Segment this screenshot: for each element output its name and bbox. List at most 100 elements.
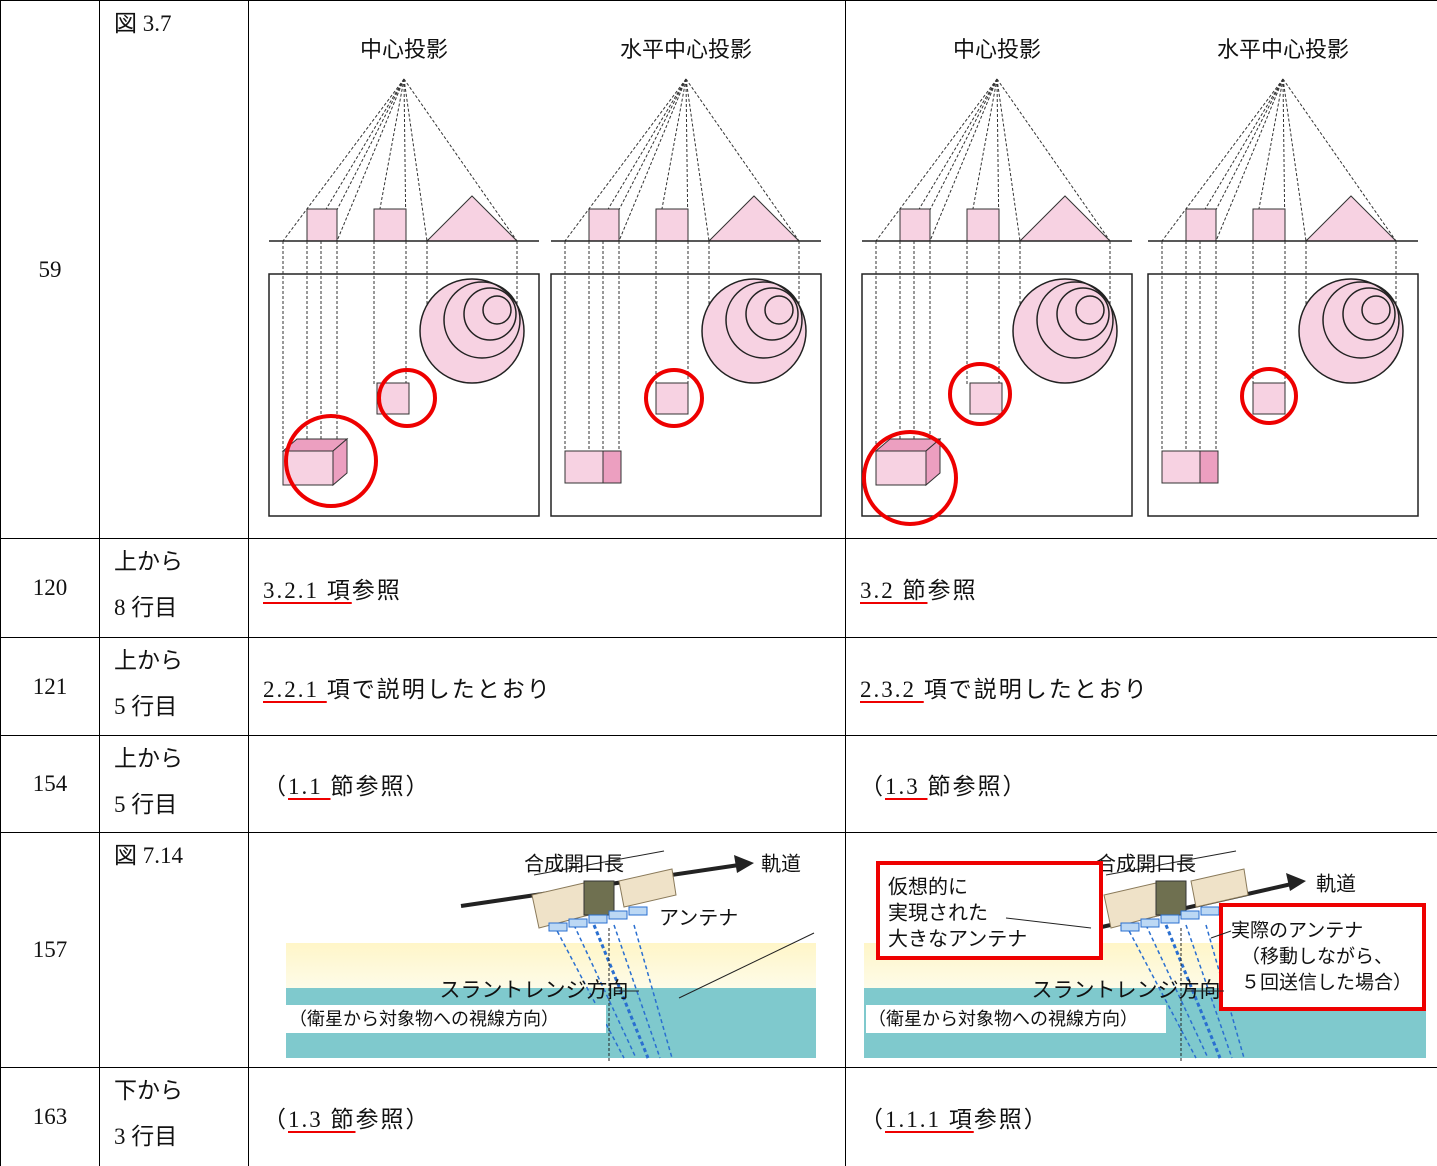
virtual-antenna-label: 大きなアンテナ	[888, 927, 1027, 951]
highlight-circle	[1240, 367, 1298, 425]
location-cell: 図 7.14	[99, 832, 249, 1068]
page-cell: 154	[0, 735, 100, 833]
projection-panel: 水平中心投影	[550, 38, 822, 517]
slant-label: スラントレンジ方向	[1032, 978, 1221, 1002]
text: （	[263, 774, 288, 799]
after-figure-cell: 軌道 合成開口長 仮想的に 実現された 大きなアンテナ 実際のアンテナ （移動しながら、 ５回…	[845, 832, 1437, 1068]
antenna-label: アンテナ	[659, 906, 738, 930]
before-figure-cell: 中心投影 水平中心投影	[248, 0, 846, 539]
object-square	[306, 208, 338, 242]
table-row: 59 図 3.7 中心投影 水平中心投影 中心投影 水平中心投影	[0, 0, 1437, 539]
projection-ray	[1282, 78, 1397, 242]
text: 項で説明したとおり	[326, 676, 552, 702]
image-frame	[1147, 273, 1419, 517]
object-square	[373, 208, 407, 242]
cone-ring	[745, 287, 799, 341]
figure: 中心投影 水平中心投影	[268, 38, 822, 517]
location-line: 上から	[114, 549, 183, 574]
panel-title: 水平中心投影	[1217, 38, 1349, 63]
location-line: 下から	[114, 1078, 183, 1103]
solar-panel	[1190, 868, 1249, 908]
page-cell: 157	[0, 832, 100, 1068]
object-triangle	[707, 195, 801, 242]
object-square	[1185, 208, 1217, 242]
pointer-line	[1005, 917, 1092, 929]
projection-ray	[685, 78, 710, 242]
location-cell: 上から 5 行目	[99, 735, 249, 833]
highlight-box	[1219, 903, 1426, 1011]
after-cell: 3.2 節参照	[845, 538, 1437, 638]
page-cell: 121	[0, 637, 100, 736]
table-row: 163 下から 3 行目 （1.3 節参照） （1.1.1 項参照）	[0, 1067, 1437, 1166]
cone-circle	[1012, 278, 1118, 384]
projection-panel: 中心投影	[861, 38, 1133, 526]
real-antenna-label: ５回送信した場合）	[1241, 972, 1412, 994]
aperture-label: 合成開口長	[1096, 852, 1196, 876]
panel-title: 中心投影	[360, 38, 448, 63]
antenna-element	[1140, 918, 1160, 928]
image-square	[655, 382, 689, 415]
orbit-label: 軌道	[761, 852, 801, 876]
projection-ray	[996, 78, 1021, 242]
antenna-element	[608, 910, 628, 920]
text: （	[860, 1107, 885, 1132]
antenna-element	[1160, 914, 1180, 924]
cone-ring	[1075, 295, 1105, 325]
text: 参照）	[973, 1107, 1049, 1132]
object-square	[588, 208, 620, 242]
location-line: 5 行目	[114, 694, 178, 719]
object-triangle	[1018, 195, 1112, 242]
image-box-side	[1199, 450, 1219, 484]
after-cell: （1.1.1 項参照）	[845, 1067, 1437, 1166]
highlight-box	[876, 861, 1103, 960]
satellite-body	[1155, 880, 1187, 916]
text: （	[860, 774, 885, 799]
aperture-label: 合成開口長	[524, 852, 624, 876]
location-line: 図 7.14	[114, 843, 183, 868]
cone-ring	[1036, 281, 1114, 359]
aperture-dim	[533, 850, 665, 876]
image-square	[1252, 382, 1286, 415]
before-cell: 3.2.1 項参照	[248, 538, 846, 638]
image-box	[1161, 450, 1201, 484]
text: 節参照）	[330, 774, 431, 799]
projection-ray	[1282, 78, 1307, 242]
projection-panel: 水平中心投影	[1147, 38, 1419, 517]
real-antenna-label: （移動しながら、	[1241, 946, 1393, 968]
beam-line	[1205, 924, 1245, 1059]
projection-ray	[564, 78, 687, 242]
cone-ring	[1056, 287, 1110, 341]
location-line: 5 行目	[114, 792, 178, 817]
panel-title: 水平中心投影	[620, 38, 752, 63]
highlight-circle	[284, 414, 378, 508]
image-square	[376, 382, 410, 415]
antenna-element	[588, 914, 608, 924]
text: 参照	[927, 578, 978, 603]
antenna-element	[568, 918, 588, 928]
projection-ray	[875, 78, 998, 242]
orbit-arrow	[1286, 873, 1306, 891]
underlined-text: 2.2.1	[263, 676, 327, 702]
aperture-dim	[1105, 850, 1237, 876]
projection-ray	[996, 78, 1111, 242]
projection-ray	[1215, 78, 1284, 242]
antenna-element	[1180, 910, 1200, 920]
highlight-circle	[948, 362, 1012, 426]
slant-note: （衛星から対象物への視線方向）	[868, 1009, 1138, 1030]
slant-note-bg	[286, 1005, 606, 1033]
beam-line	[1145, 924, 1209, 1059]
highlight-circle	[862, 430, 958, 526]
text: （	[263, 1107, 288, 1132]
image-box	[564, 450, 604, 484]
underlined-text: 1.1.1 項	[885, 1107, 974, 1132]
cone-circle	[1298, 278, 1404, 384]
after-figure-cell: 中心投影 水平中心投影	[845, 0, 1437, 539]
location-cell: 上から 8 行目	[99, 538, 249, 638]
underlined-text: 3.2 節	[860, 578, 928, 603]
panel-title: 中心投影	[953, 38, 1041, 63]
projection-ray	[618, 78, 687, 242]
location-line: 上から	[114, 648, 183, 673]
